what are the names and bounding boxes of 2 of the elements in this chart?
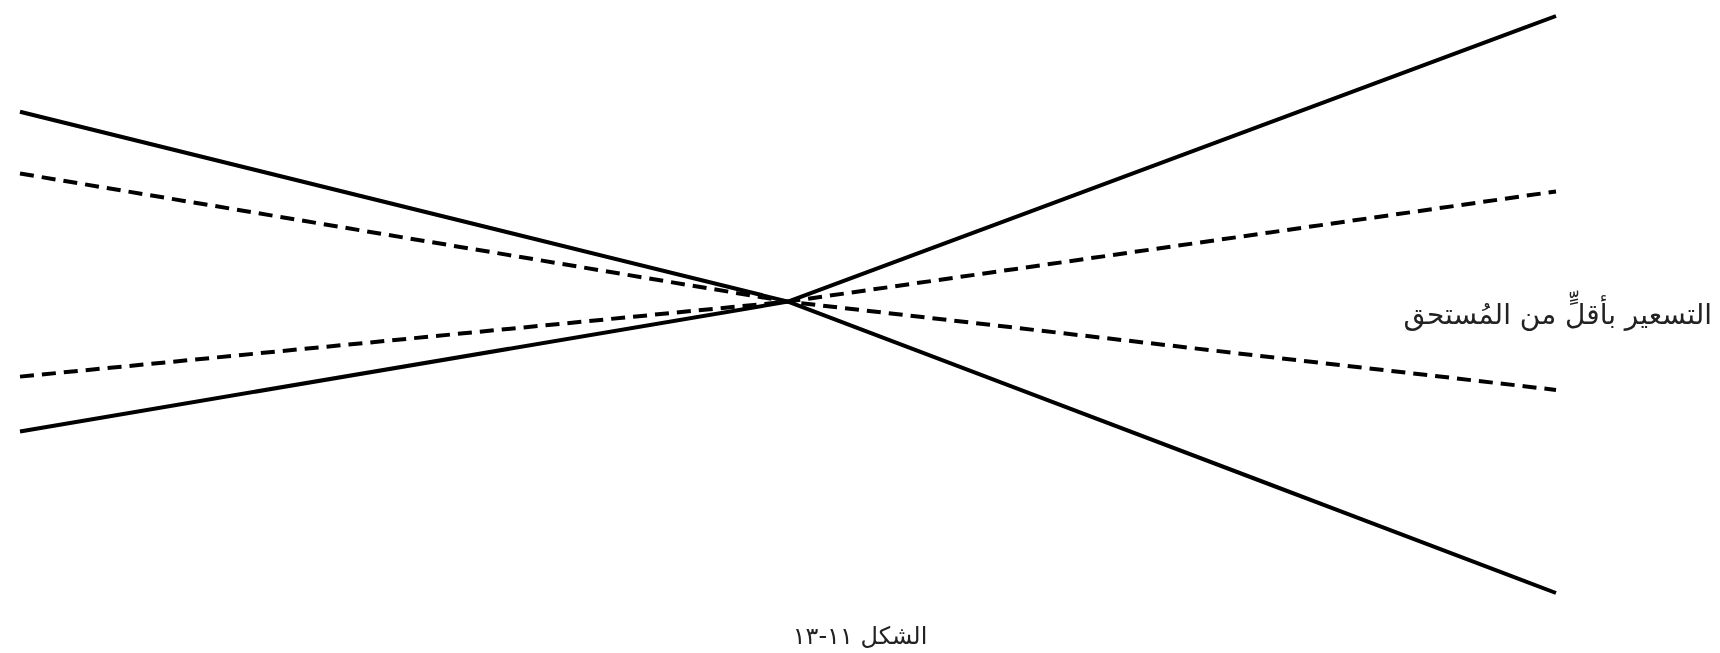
annotation: التسعير بأقلٍّ من المُستحق — [1403, 290, 1713, 331]
text: الشكل ١١-١٣ — [792, 622, 928, 650]
